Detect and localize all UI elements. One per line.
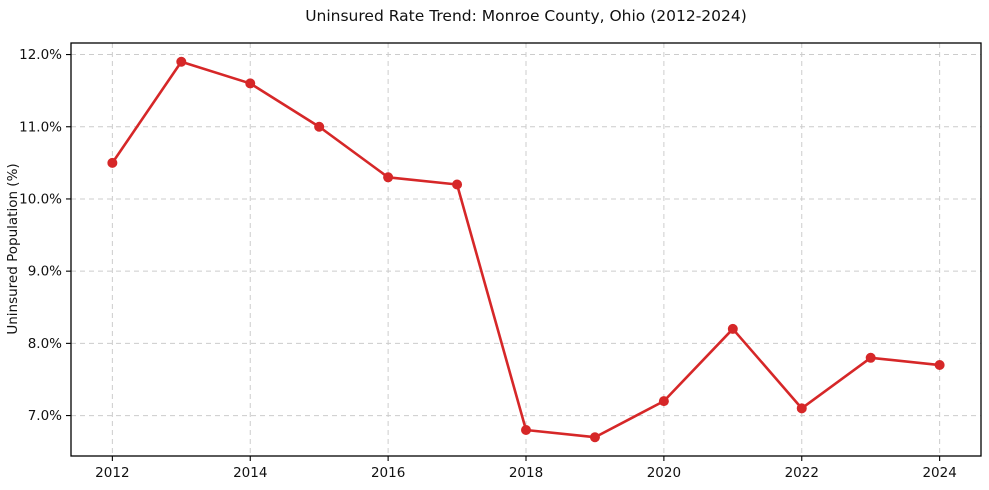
data-point-marker: [452, 179, 463, 190]
data-point-marker: [521, 425, 531, 436]
data-point-marker: [107, 157, 118, 168]
data-point-marker: [934, 360, 945, 371]
y-axis-tick-label: 10.0%: [19, 191, 62, 207]
data-point-marker: [727, 323, 738, 334]
y-axis-tick-label: 11.0%: [19, 119, 62, 135]
x-axis-tick-label: 2014: [233, 465, 267, 481]
data-point-marker: [796, 403, 807, 414]
data-point-marker: [176, 56, 187, 67]
x-axis-tick-label: 2012: [95, 465, 129, 481]
data-point-marker: [658, 396, 669, 407]
x-axis-tick-label: 2018: [509, 465, 543, 481]
x-axis-tick-label: 2016: [371, 465, 405, 481]
y-axis-tick-label: 8.0%: [28, 336, 62, 352]
x-axis-tick-label: 2020: [647, 465, 681, 481]
x-axis-tick-label: 2024: [922, 465, 956, 481]
data-point-marker: [383, 172, 394, 183]
data-point-marker: [245, 78, 256, 89]
y-axis-tick-label: 9.0%: [28, 264, 62, 280]
y-axis-tick-label: 12.0%: [19, 47, 62, 63]
data-point-marker: [589, 432, 600, 443]
data-point-marker: [865, 352, 876, 363]
chart-title: Uninsured Rate Trend: Monroe County, Ohi…: [305, 7, 747, 25]
data-point-marker: [314, 121, 325, 132]
x-axis-tick-label: 2022: [785, 465, 819, 481]
y-axis-tick-label: 7.0%: [28, 408, 62, 424]
